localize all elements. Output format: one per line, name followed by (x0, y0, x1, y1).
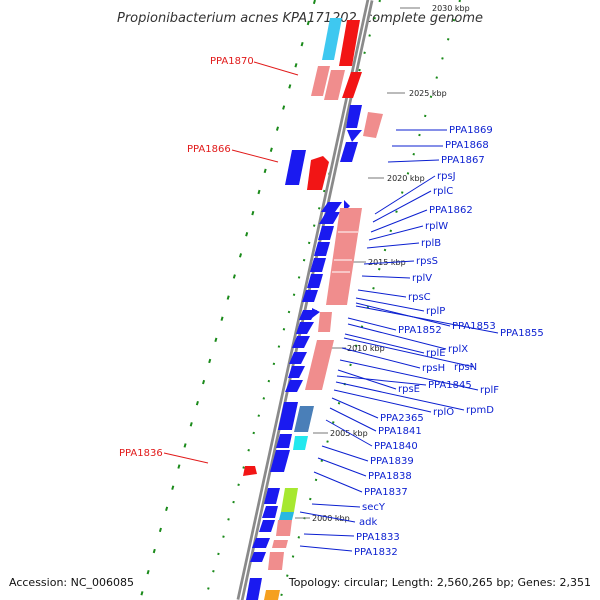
gene-label-rpsc[interactable]: rpsC (408, 292, 431, 303)
gene-glyphs (243, 18, 383, 600)
gene-label-ppa1841[interactable]: PPA1841 (378, 426, 422, 437)
kbp-tick: 2005 kbp (330, 429, 368, 438)
gene-label-ppa1862[interactable]: PPA1862 (429, 205, 473, 216)
gene-label-rpss[interactable]: rpsS (416, 256, 438, 267)
kbp-tick: 2025 kbp (409, 89, 447, 98)
gene-label-rpse[interactable]: rpsE (398, 384, 420, 395)
gene-label-ppa1832[interactable]: PPA1832 (354, 547, 398, 558)
label-leader-lines (163, 61, 499, 552)
map-title: Propionibacterium acnes KPA171202, compl… (117, 11, 483, 26)
right-labels: PPA1869 PPA1868 PPA1867 rpsJ rplC PPA186… (354, 125, 544, 558)
kbp-tick: 2020 kbp (387, 174, 425, 183)
gene-label-rplb[interactable]: rplB (421, 238, 441, 249)
gene-label-ppa1838[interactable]: PPA1838 (368, 471, 412, 482)
kbp-tick: 2010 kbp (347, 344, 385, 353)
left-labels: PPA1870 PPA1866 PPA1836 (119, 56, 254, 459)
gene-label-rplc[interactable]: rplC (433, 186, 453, 197)
gene-label-rple[interactable]: rplE (426, 348, 446, 359)
gene-label-ppa2365[interactable]: PPA2365 (380, 413, 424, 424)
gene-label-rplf[interactable]: rplF (480, 385, 499, 396)
gene-label-ppa1868[interactable]: PPA1868 (445, 140, 489, 151)
gene-label-rpsh[interactable]: rpsH (422, 363, 445, 374)
kbp-tick: 2030 kbp (432, 4, 470, 13)
gene-label-adk[interactable]: adk (359, 517, 377, 528)
gene-label-rplp[interactable]: rplP (426, 306, 445, 317)
gene-label-ppa1836[interactable]: PPA1836 (119, 448, 163, 459)
gene-label-rplo[interactable]: rplO (433, 407, 454, 418)
gene-label-ppa1839[interactable]: PPA1839 (370, 456, 414, 467)
topology-text: Topology: circular; Length: 2,560,265 bp… (288, 576, 591, 589)
gene-label-rplw[interactable]: rplW (425, 221, 448, 232)
gene-label-ppa1866[interactable]: PPA1866 (187, 144, 231, 155)
gene-label-rplx[interactable]: rplX (448, 344, 468, 355)
gene-label-rplv[interactable]: rplV (412, 273, 432, 284)
gene-label-secy[interactable]: secY (362, 502, 386, 513)
gene-label-ppa1869[interactable]: PPA1869 (449, 125, 493, 136)
gene-label-ppa1852[interactable]: PPA1852 (398, 325, 442, 336)
gene-label-ppa1855[interactable]: PPA1855 (500, 328, 544, 339)
gene-label-ppa1845[interactable]: PPA1845 (428, 380, 472, 391)
gene-label-rpsn[interactable]: rpsN (454, 362, 477, 373)
gene-label-ppa1840[interactable]: PPA1840 (374, 441, 418, 452)
gene-label-rpmd[interactable]: rpmD (466, 405, 494, 416)
gene-label-ppa1867[interactable]: PPA1867 (441, 155, 485, 166)
gene-label-ppa1870[interactable]: PPA1870 (210, 56, 254, 67)
accession-text: Accession: NC_006085 (9, 576, 134, 589)
gene-label-ppa1833[interactable]: PPA1833 (356, 532, 400, 543)
gene-label-ppa1853[interactable]: PPA1853 (452, 321, 496, 332)
gene-label-rpsj[interactable]: rpsJ (437, 171, 456, 182)
kbp-tick: 2000 kbp (312, 514, 350, 523)
gene-label-ppa1837[interactable]: PPA1837 (364, 487, 408, 498)
